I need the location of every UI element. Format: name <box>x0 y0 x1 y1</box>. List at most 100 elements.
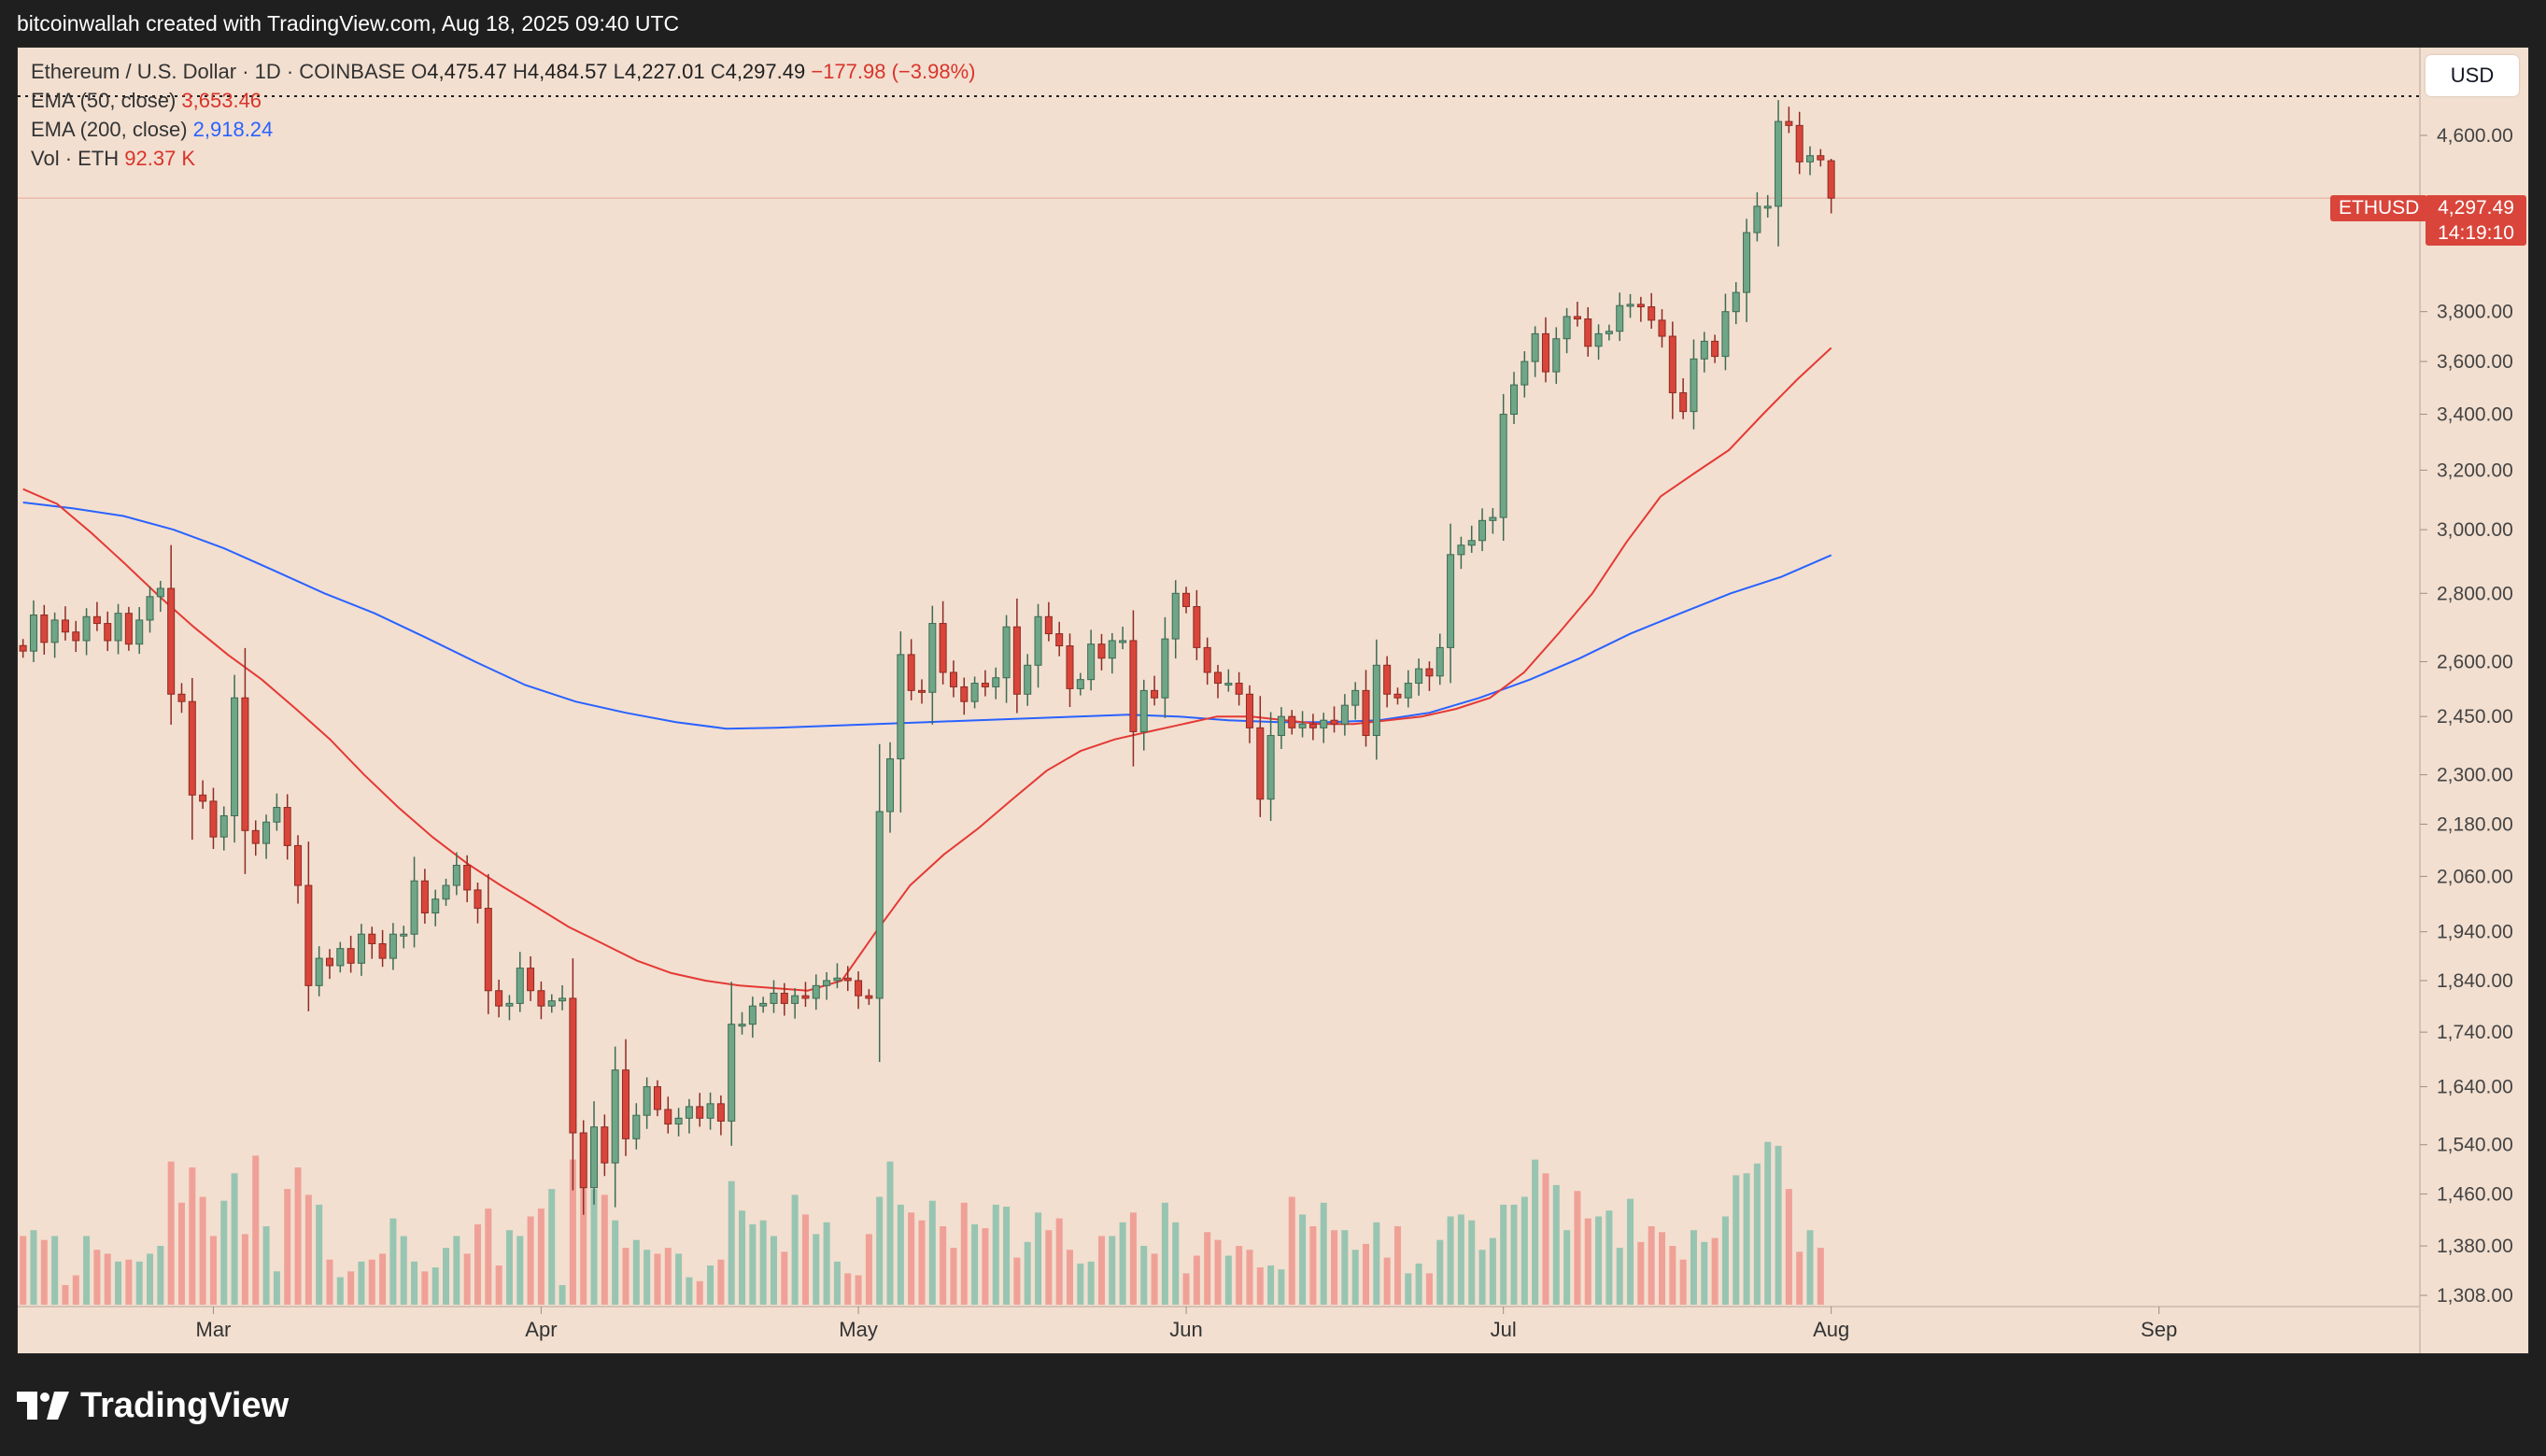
ema50-value: 3,653.46 <box>181 89 262 112</box>
volume-bar <box>1224 1255 1232 1305</box>
candle-body <box>135 619 144 645</box>
candle-body <box>177 693 186 702</box>
candle-body <box>1340 704 1349 725</box>
candle-body <box>146 596 154 621</box>
candle-body <box>1288 715 1296 728</box>
volume-bar <box>770 1236 778 1305</box>
candle-body <box>601 1126 609 1164</box>
volume-bar <box>273 1271 280 1305</box>
candle-body <box>1521 360 1529 386</box>
volume-bar <box>485 1209 492 1305</box>
volume-bar <box>389 1218 397 1305</box>
candle-body <box>1182 592 1191 608</box>
volume-bar <box>1299 1214 1307 1305</box>
candle-body <box>452 864 460 886</box>
candle-body <box>1213 671 1223 685</box>
price-chart[interactable]: 1,308.00 1,380.00 1,460.00 1,540.00 1,640.00… <box>18 48 2528 1353</box>
price-tick-label: 1,540.00 <box>2437 1135 2513 1156</box>
open-value: 4,475.47 <box>427 60 507 83</box>
volume-bar <box>1140 1246 1148 1305</box>
candle-body <box>1679 392 1688 413</box>
volume-bar <box>368 1259 375 1305</box>
candle-body <box>706 1103 714 1119</box>
volume-bar <box>443 1248 450 1305</box>
candle-body <box>1139 689 1148 732</box>
volume-bar <box>1193 1255 1200 1305</box>
candle-body <box>40 614 49 643</box>
volume-bar <box>1510 1204 1518 1305</box>
candle-body <box>1509 384 1519 416</box>
candle-body <box>262 821 271 844</box>
candle-body <box>1541 332 1549 373</box>
candle-body <box>1732 291 1740 313</box>
candle-body <box>833 977 842 982</box>
volume-bar <box>590 1189 598 1305</box>
volume-bar <box>1711 1237 1719 1305</box>
volume-bar <box>1605 1210 1613 1305</box>
price-tick-label: 4,600.00 <box>2437 125 2513 147</box>
volume-bar <box>686 1277 693 1305</box>
ema50-label: EMA (50, close) <box>31 89 177 112</box>
candle-body <box>897 654 905 760</box>
volume-bar <box>379 1253 387 1305</box>
candle-body <box>50 619 59 643</box>
volume-bar <box>960 1202 968 1305</box>
candle-body <box>632 1114 641 1139</box>
volume-bar <box>199 1196 206 1305</box>
candle-body <box>463 864 472 891</box>
volume-bar <box>177 1202 185 1305</box>
ema200-legend-row[interactable]: EMA (200, close) 2,918.24 <box>31 115 975 144</box>
candle-body <box>114 613 122 642</box>
candle-body <box>273 807 281 823</box>
candle-body <box>960 686 969 702</box>
candle-body <box>716 1103 725 1122</box>
volume-bar <box>739 1210 746 1305</box>
volume-bar <box>1658 1232 1666 1305</box>
volume-bar <box>1003 1207 1011 1305</box>
ema50-legend-row[interactable]: EMA (50, close) 3,653.46 <box>31 86 975 115</box>
volume-value: 92.37 K <box>124 147 196 170</box>
volume-bar <box>1320 1202 1327 1305</box>
candle-body <box>791 995 799 1004</box>
volume-bar <box>1013 1257 1021 1305</box>
volume-bar <box>1362 1243 1370 1305</box>
candle-body <box>1616 304 1624 332</box>
ema200-value: 2,918.24 <box>192 118 274 141</box>
volume-bar <box>1309 1226 1317 1305</box>
price-tick-label: 2,600.00 <box>2437 651 2513 672</box>
volume-bar <box>336 1277 344 1305</box>
volume-bar <box>855 1275 862 1305</box>
volume-legend-row[interactable]: Vol · ETH 92.37 K <box>31 144 975 173</box>
volume-bar <box>284 1189 291 1305</box>
price-tick-label: 1,460.00 <box>2437 1183 2513 1205</box>
candle-body <box>547 1000 556 1007</box>
price-tick-label: 2,180.00 <box>2437 813 2513 835</box>
price-tick-label: 1,640.00 <box>2437 1077 2513 1098</box>
time-tick-label: May <box>839 1318 878 1341</box>
price-tick-label: 3,600.00 <box>2437 351 2513 373</box>
candle-body <box>780 992 788 1004</box>
chart-panel[interactable]: 1,308.00 1,380.00 1,460.00 1,540.00 1,640.00… <box>17 47 2529 1354</box>
volume-bar <box>40 1239 48 1305</box>
candle-body <box>484 908 492 992</box>
candle-body <box>1298 723 1307 728</box>
volume-bar <box>231 1173 238 1305</box>
volume-bar <box>167 1161 175 1305</box>
volume-bar <box>1109 1236 1116 1305</box>
volume-bar <box>654 1253 661 1305</box>
currency-button[interactable]: USD <box>2426 55 2519 96</box>
volume-bar <box>1627 1198 1634 1305</box>
candle-body <box>283 807 291 846</box>
candle-body <box>1256 727 1265 800</box>
volume-bar <box>474 1223 481 1305</box>
candle-body <box>1066 645 1074 689</box>
volume-bar <box>632 1239 640 1305</box>
tradingview-logo[interactable]: TradingView <box>17 1382 289 1429</box>
volume-bar <box>813 1234 820 1305</box>
price-tick-label: 3,400.00 <box>2437 404 2513 426</box>
volume-bar <box>241 1234 248 1305</box>
candle-body <box>1277 715 1285 737</box>
volume-bar <box>1637 1241 1645 1305</box>
candle-body <box>1351 689 1360 706</box>
candle-body <box>104 623 112 642</box>
